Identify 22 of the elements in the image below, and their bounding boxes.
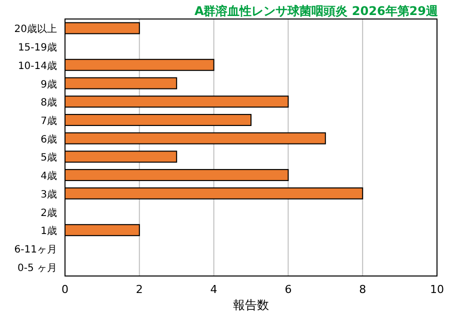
y-tick-label: 20歳以上: [14, 23, 57, 36]
y-tick-label: 9歳: [40, 78, 57, 90]
y-tick-label: 6-11ヶ月: [14, 244, 57, 256]
y-tick-label: 8歳: [40, 96, 57, 109]
x-tick-label: 0: [62, 283, 68, 296]
y-tick-label: 10-14歳: [18, 60, 57, 72]
x-axis-title: 報告数: [233, 298, 269, 312]
y-tick-label: 0-5 ヶ月: [17, 262, 57, 274]
y-tick-label: 2歳: [40, 206, 57, 219]
y-tick-label: 15-19歳: [18, 42, 57, 54]
x-tick-label: 10: [430, 283, 444, 296]
chart-title: A群溶血性レンサ球菌咽頭炎 2026年第29週: [194, 4, 439, 18]
y-tick-label: 5歳: [40, 152, 57, 164]
x-tick-label: 8: [359, 283, 366, 296]
x-tick-label: 4: [210, 283, 218, 296]
y-tick-label: 4歳: [40, 170, 57, 182]
y-tick-label: 3歳: [40, 188, 57, 200]
y-tick-label: 7歳: [40, 114, 57, 127]
x-tick-label: 2: [136, 283, 143, 296]
x-tick-label: 6: [284, 283, 292, 296]
y-tick-label: 6歳: [40, 133, 57, 146]
y-tick-label: 1歳: [40, 225, 57, 238]
